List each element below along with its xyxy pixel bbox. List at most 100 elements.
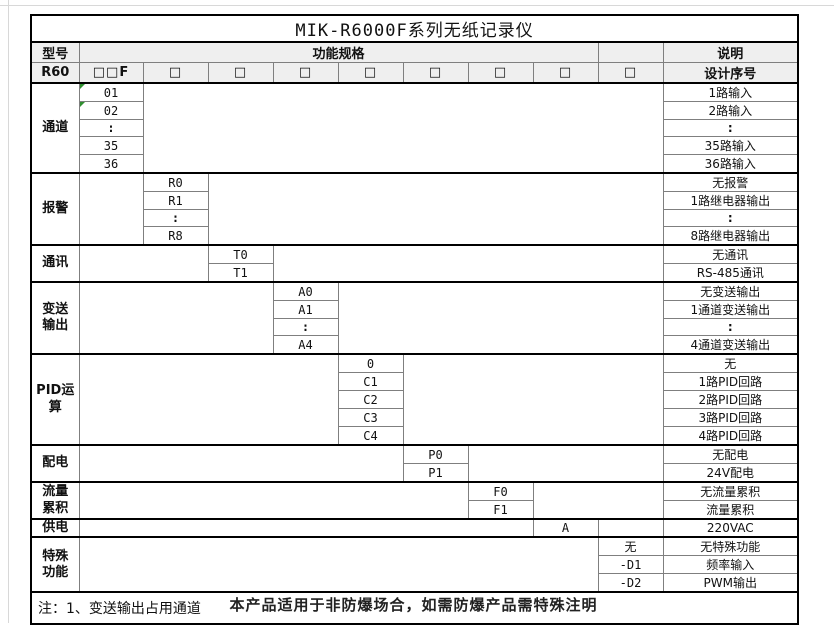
model-selection-table: MIK-R6000F系列无纸记录仪 型号 功能规格 说明 R60 □□F □ □… (30, 14, 800, 625)
header-desc: 说明 (662, 41, 799, 63)
order-code-box: □ (142, 62, 209, 84)
desc-cell: 流量累积 (662, 500, 799, 520)
desc-cell: 无特殊功能 (662, 536, 799, 557)
desc-cell: 2路输入 (662, 101, 799, 120)
desc-cell: 1通道变送输出 (662, 300, 799, 319)
desc-cell: 35路输入 (662, 136, 799, 155)
sheet-gridline-vertical (8, 0, 9, 623)
code-cell: R0 (142, 172, 209, 192)
code-cell: P1 (402, 463, 469, 483)
code-cell: A4 (272, 335, 339, 355)
header-spec: 功能规格 (78, 41, 599, 63)
desc-cell: 无报警 (662, 172, 799, 192)
order-code-box: □ (597, 62, 664, 84)
code-cell: A (532, 517, 599, 538)
empty-cell (532, 481, 664, 520)
header-model: 型号 (30, 41, 80, 63)
desc-cell: 36路输入 (662, 154, 799, 174)
desc-cell: PWM输出 (662, 573, 799, 593)
desc-cell: 3路PID回路 (662, 408, 799, 427)
section-label-special-function: 特殊 功能 (30, 536, 80, 593)
code-cell: A1 (272, 300, 339, 319)
order-code-box: □ (207, 62, 274, 84)
code-cell: A0 (272, 281, 339, 301)
code-cell: 0 (337, 353, 404, 373)
order-code-box: □ (272, 62, 339, 84)
order-code-box: □ (532, 62, 599, 84)
table-title: MIK-R6000F系列无纸记录仪 (30, 14, 799, 43)
desc-cell: 4通道变送输出 (662, 335, 799, 355)
desc-cell: 1路继电器输出 (662, 191, 799, 210)
desc-cell: 8路继电器输出 (662, 226, 799, 246)
code-cell: : (142, 209, 209, 227)
sheet-gridline-horizontal (0, 5, 834, 6)
empty-cell (467, 444, 664, 483)
code-cell: : (272, 318, 339, 336)
empty-cell (272, 244, 664, 283)
empty-cell (78, 172, 144, 246)
code-cell: -D2 (597, 573, 664, 593)
desc-cell: 1路输入 (662, 82, 799, 102)
section-label-alarm: 报警 (30, 172, 80, 246)
order-code-box: □ (467, 62, 534, 84)
desc-cell: 无通讯 (662, 244, 799, 264)
bottom-caption: 本产品适用于非防爆场合，如需防爆产品需特殊注明 (229, 596, 598, 614)
code-cell: -D1 (597, 555, 664, 575)
empty-cell (78, 536, 599, 593)
code-text: 02 (103, 103, 119, 118)
desc-cell: : (662, 209, 799, 227)
code-cell: R8 (142, 226, 209, 246)
desc-cell: : (662, 318, 799, 336)
section-label-transmit-output: 变送 输出 (30, 281, 80, 355)
code-cell: 36 (78, 154, 144, 174)
desc-cell: 2路PID回路 (662, 390, 799, 409)
code-cell: T1 (207, 263, 274, 283)
empty-cell (78, 281, 274, 355)
desc-cell: 无配电 (662, 444, 799, 464)
empty-cell (78, 481, 469, 520)
code-cell: P0 (402, 444, 469, 464)
code-cell: 35 (78, 136, 144, 155)
empty-cell (207, 172, 664, 246)
model-prefix: R60 (30, 62, 80, 84)
empty-cell (78, 444, 404, 483)
desc-cell: 频率输入 (662, 555, 799, 575)
code-cell: 02 (78, 101, 144, 120)
code-cell: 无 (597, 536, 664, 557)
empty-cell (78, 353, 339, 446)
code-cell: 01 (78, 82, 144, 102)
desc-cell: 24V配电 (662, 463, 799, 483)
code-cell: C4 (337, 426, 404, 446)
green-corner-marker-icon (80, 84, 85, 89)
code-cell: C3 (337, 408, 404, 427)
code-cell: C2 (337, 390, 404, 409)
code-cell: T0 (207, 244, 274, 264)
code-text: 01 (103, 85, 119, 100)
section-label-power-supply: 供电 (30, 517, 80, 538)
green-corner-marker-icon (80, 102, 85, 107)
empty-cell (337, 281, 664, 355)
desc-cell: 1路PID回路 (662, 372, 799, 391)
empty-cell (78, 244, 209, 283)
empty-cell (78, 517, 534, 538)
section-label-flow-accumulation: 流量 累积 (30, 481, 80, 520)
empty-cell (142, 82, 664, 174)
header-spec-blank (597, 41, 664, 63)
section-label-communication: 通讯 (30, 244, 80, 283)
desc-cell: 220VAC (662, 517, 799, 538)
order-code-box: □ (402, 62, 469, 84)
empty-cell (597, 517, 664, 538)
section-label-power-distribution: 配电 (30, 444, 80, 483)
code-cell: F1 (467, 500, 534, 520)
section-label-pid: PID运算 (30, 353, 80, 446)
desc-cell: 无流量累积 (662, 481, 799, 501)
code-cell: R1 (142, 191, 209, 210)
empty-cell (402, 353, 664, 446)
desc-cell: 无变送输出 (662, 281, 799, 301)
desc-cell: 4路PID回路 (662, 426, 799, 446)
desc-cell: 无 (662, 353, 799, 373)
desc-cell: : (662, 119, 799, 137)
code-cell: : (78, 119, 144, 137)
section-label-channels: 通道 (30, 82, 80, 174)
order-code-boxes-f: □□F (78, 62, 144, 84)
